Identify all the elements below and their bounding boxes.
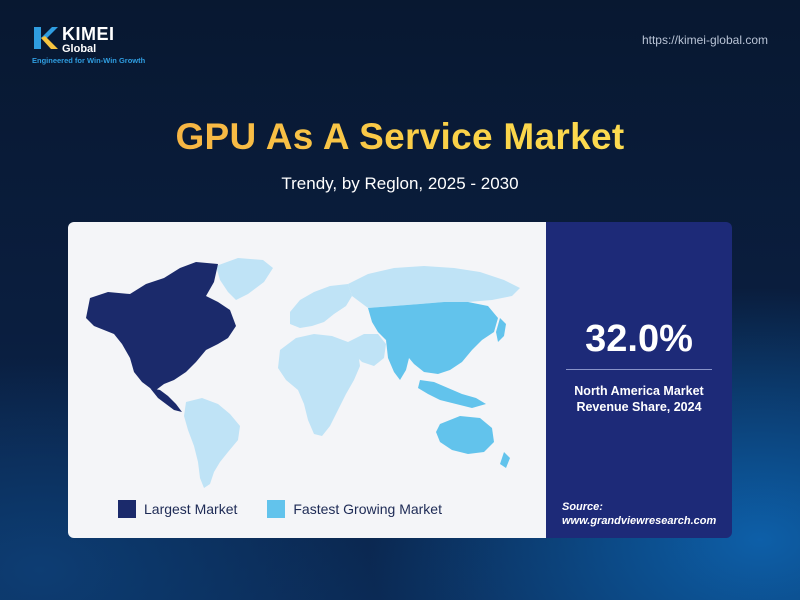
region-russia [348,266,520,308]
market-card: Largest Market Fastest Growing Market 32… [68,222,732,538]
brand-tagline: Engineered for Win-Win Growth [32,56,146,65]
legend-swatch-largest [118,500,136,518]
stat-divider [566,369,712,370]
stat-panel: 32.0% North America Market Revenue Share… [546,222,732,538]
page-subtitle: Trendy, by Reglon, 2025 - 2030 [281,174,519,193]
region-north-america [86,262,236,390]
legend-label-largest: Largest Market [144,501,238,517]
page-title: GPU As A Service Market [0,116,800,158]
region-europe [290,284,352,328]
brand-sub: Global [62,43,97,55]
legend-swatch-fastest [267,500,286,518]
source-url[interactable]: www.grandviewresearch.com [562,515,717,527]
region-india [386,340,410,380]
region-south-america [184,398,240,488]
region-greenland [216,258,273,300]
source-label: Source: [562,501,603,513]
kimei-logo-icon [34,27,58,49]
region-middle-east [348,334,386,366]
stat-description: North America Market Revenue Share, 2024 [574,384,704,414]
map-panel: Largest Market Fastest Growing Market [68,222,546,538]
region-australia [436,416,494,454]
region-africa [278,334,360,436]
world-map [86,258,520,488]
site-url-link[interactable]: https://kimei-global.com [641,33,768,47]
legend-item-largest: Largest Market [118,500,237,518]
stat-value: 32.0% [585,318,693,360]
region-new-zealand [500,452,510,468]
legend-label-fastest: Fastest Growing Market [293,501,442,517]
region-asia-pacific [368,302,498,374]
map-legend: Largest Market Fastest Growing Market [118,500,472,518]
legend-item-fastest: Fastest Growing Market [267,500,442,518]
brand-logo[interactable]: KIMEI Global Engineered for Win-Win Grow… [32,24,192,68]
region-central-america [150,388,182,412]
region-japan [496,318,506,342]
region-southeast-asia [418,380,486,408]
brand-name: KIMEI [62,24,115,44]
